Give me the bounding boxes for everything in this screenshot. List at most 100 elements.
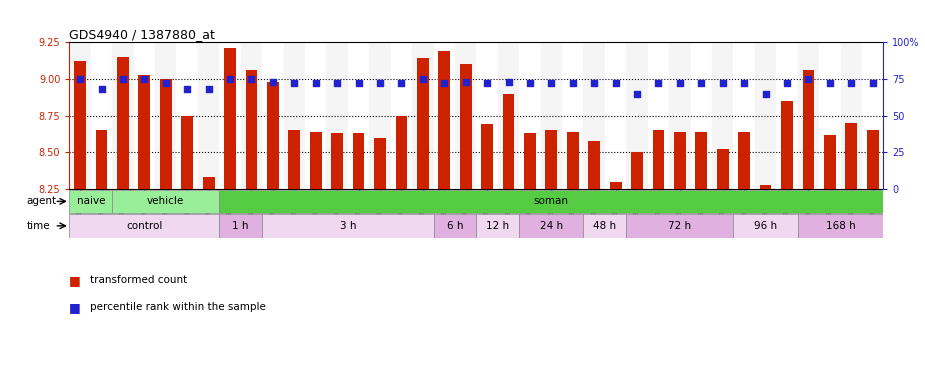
- Bar: [562, 42, 584, 189]
- Text: 1 h: 1 h: [232, 221, 249, 231]
- Bar: [519, 214, 584, 238]
- Text: ■: ■: [69, 274, 81, 287]
- Bar: [112, 42, 133, 189]
- Bar: [327, 42, 348, 189]
- Bar: [652, 130, 664, 189]
- Bar: [181, 116, 193, 189]
- Bar: [734, 214, 797, 238]
- Bar: [374, 138, 386, 189]
- Bar: [219, 214, 262, 238]
- Bar: [669, 42, 691, 189]
- Bar: [245, 70, 257, 189]
- Bar: [69, 42, 91, 189]
- Bar: [712, 42, 734, 189]
- Point: [244, 76, 259, 82]
- Bar: [348, 42, 369, 189]
- Bar: [820, 42, 841, 189]
- Bar: [240, 42, 262, 189]
- Bar: [755, 42, 776, 189]
- Point: [758, 91, 773, 97]
- Point: [844, 80, 858, 86]
- Text: soman: soman: [534, 196, 569, 206]
- Bar: [160, 79, 172, 189]
- Bar: [262, 214, 434, 238]
- Bar: [776, 42, 797, 189]
- Point: [137, 76, 152, 82]
- Point: [586, 80, 601, 86]
- Point: [630, 91, 645, 97]
- Text: 24 h: 24 h: [540, 221, 563, 231]
- Point: [223, 76, 238, 82]
- Bar: [69, 190, 112, 213]
- Point: [865, 80, 880, 86]
- Bar: [481, 124, 493, 189]
- Bar: [224, 48, 236, 189]
- Bar: [455, 42, 476, 189]
- Bar: [267, 82, 278, 189]
- Bar: [434, 214, 476, 238]
- Bar: [289, 130, 301, 189]
- Bar: [524, 133, 536, 189]
- Bar: [74, 61, 86, 189]
- Bar: [696, 132, 708, 189]
- Point: [822, 80, 837, 86]
- Bar: [352, 133, 364, 189]
- Bar: [674, 132, 685, 189]
- Bar: [476, 214, 519, 238]
- Bar: [841, 42, 862, 189]
- Bar: [845, 123, 857, 189]
- Text: percentile rank within the sample: percentile rank within the sample: [90, 302, 265, 312]
- Bar: [759, 185, 771, 189]
- Bar: [69, 214, 219, 238]
- Bar: [648, 42, 669, 189]
- Bar: [133, 42, 155, 189]
- Bar: [331, 133, 343, 189]
- Bar: [626, 42, 647, 189]
- Point: [458, 79, 473, 85]
- Bar: [177, 42, 198, 189]
- Point: [480, 80, 495, 86]
- Text: GDS4940 / 1387880_at: GDS4940 / 1387880_at: [69, 28, 216, 41]
- Point: [329, 80, 344, 86]
- Text: vehicle: vehicle: [147, 196, 184, 206]
- Point: [73, 76, 88, 82]
- Bar: [734, 42, 755, 189]
- Text: 168 h: 168 h: [826, 221, 856, 231]
- Point: [116, 76, 130, 82]
- Bar: [584, 214, 626, 238]
- Text: 6 h: 6 h: [447, 221, 463, 231]
- Bar: [91, 42, 112, 189]
- Bar: [310, 132, 322, 189]
- Text: 96 h: 96 h: [754, 221, 777, 231]
- Bar: [219, 190, 883, 213]
- Point: [158, 80, 173, 86]
- Point: [736, 80, 751, 86]
- Bar: [476, 42, 498, 189]
- Bar: [797, 42, 820, 189]
- Bar: [584, 42, 605, 189]
- Point: [609, 80, 623, 86]
- Bar: [417, 58, 428, 189]
- Bar: [198, 42, 219, 189]
- Bar: [219, 42, 240, 189]
- Bar: [781, 101, 793, 189]
- Point: [179, 86, 194, 92]
- Text: control: control: [126, 221, 163, 231]
- Point: [672, 80, 687, 86]
- Bar: [460, 64, 472, 189]
- Text: agent: agent: [27, 196, 56, 206]
- Bar: [390, 42, 413, 189]
- Point: [694, 80, 709, 86]
- Bar: [438, 51, 450, 189]
- Text: 3 h: 3 h: [339, 221, 356, 231]
- Bar: [305, 42, 327, 189]
- Point: [308, 80, 323, 86]
- Bar: [605, 42, 626, 189]
- Bar: [396, 116, 407, 189]
- Bar: [797, 214, 883, 238]
- Bar: [155, 42, 177, 189]
- Point: [287, 80, 302, 86]
- Point: [202, 86, 216, 92]
- Bar: [369, 42, 390, 189]
- Bar: [631, 152, 643, 189]
